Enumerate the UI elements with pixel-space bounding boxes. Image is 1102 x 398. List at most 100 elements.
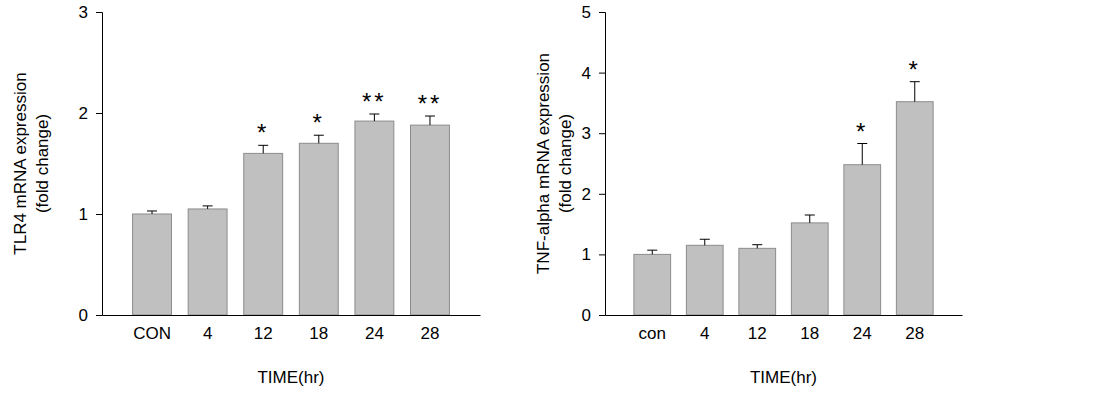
tick-label: 0 [79,306,88,325]
significance-label: * [313,109,325,136]
tick-label: 3 [79,3,88,22]
tick: 1 [582,245,605,264]
y-axis-title: TNF-alpha mRNA expression [534,53,553,274]
plot-area [133,114,450,315]
tick-label: 24 [853,324,872,343]
bar [299,143,338,315]
tick: 2 [79,104,102,123]
tick-label: 12 [254,324,273,343]
tick: 24 [853,315,872,343]
tick-label: 4 [203,324,212,343]
tick: 28 [905,315,924,343]
axis-line [96,13,103,316]
error-bar-stem [429,116,430,125]
tick: 18 [800,315,819,343]
tick-mark [599,254,605,255]
plot-area [634,82,933,315]
x-axis: CON 4 12 18 24 28 [103,315,481,343]
error-bar-stem [652,250,653,254]
tick-mark [599,12,605,13]
bar [244,153,283,315]
tick-label: con [639,324,666,343]
tick-label: 0 [582,306,591,325]
tick-label: 1 [582,245,591,264]
error-bar-cap [647,250,657,251]
tick: CON [133,315,171,343]
tick-label: 18 [800,324,819,343]
error-bar-stem [704,239,705,245]
bar [844,165,881,315]
error-bar-stem [809,215,810,223]
error-bar-stem [862,144,863,165]
y-axis-title: (fold change) [33,114,52,213]
tick-label: 3 [582,124,591,143]
error-bar [752,245,762,249]
tick-label: 2 [582,185,591,204]
error-bar-stem [374,114,375,121]
tick: 28 [421,315,440,343]
bar [634,254,671,315]
significance-label: * [856,118,868,145]
bar [791,223,828,315]
tick-label: 28 [905,324,924,343]
bar [355,121,394,315]
y-axis: 0 1 2 3 [79,3,103,325]
bar [188,209,227,315]
bar [411,125,450,315]
tick: 0 [582,306,605,325]
error-bar-stem [914,82,915,102]
tick-label: 2 [79,104,88,123]
y-axis-title: TLR4 mRNA expression [11,72,30,254]
significance-label: ** [362,88,387,115]
x-axis-title: TIME(hr) [750,368,817,387]
tick: 24 [365,315,384,343]
tick-label: 5 [582,3,591,22]
tick: 2 [582,185,605,204]
bar [739,248,776,315]
significance-label: * [909,56,921,83]
error-bar [910,82,920,102]
significance-label: ** [418,90,443,117]
error-bar-cap [752,244,762,245]
tick: 1 [79,205,102,224]
tick: 0 [79,306,102,325]
axis-line [599,13,606,316]
tick-mark [96,214,102,215]
error-bar [203,206,213,209]
axis-line [606,315,963,316]
figure: ******0123CON412182428TIME(hr)TLR4 mRNA … [0,0,1102,398]
bar [133,214,172,315]
bar [896,102,933,315]
tick: 5 [582,3,605,22]
significance-label: * [257,119,269,146]
tick-label: 24 [365,324,384,343]
error-bar-stem [757,245,758,249]
error-bar [258,145,268,153]
y-axis-title: (fold change) [556,114,575,213]
axis-line [103,315,481,316]
chart: **012345con412182428TIME(hr)TNF-alpha mR… [534,3,962,387]
tick: 18 [309,315,328,343]
tick-mark [599,315,605,316]
error-bar [369,114,379,121]
chart: ******0123CON412182428TIME(hr)TLR4 mRNA … [11,3,480,387]
tick: 3 [582,124,605,143]
x-axis: con412182428 [606,315,963,343]
error-bar [647,250,657,254]
error-bar-cap [203,205,213,206]
tick-label: 4 [582,64,591,83]
error-bar [805,215,815,223]
tick: 3 [79,3,102,22]
error-bar [425,116,435,125]
tick-label: CON [133,324,171,343]
tick: 12 [254,315,273,343]
tick-label: 4 [700,324,709,343]
tick: 4 [700,315,709,343]
tick-label: 28 [421,324,440,343]
y-axis: 0 1 2 3 4 5 [582,3,606,325]
tick-mark [96,315,102,316]
error-bar [700,239,710,245]
error-bar [857,144,867,165]
error-bar-stem [263,145,264,153]
bar [686,245,723,315]
